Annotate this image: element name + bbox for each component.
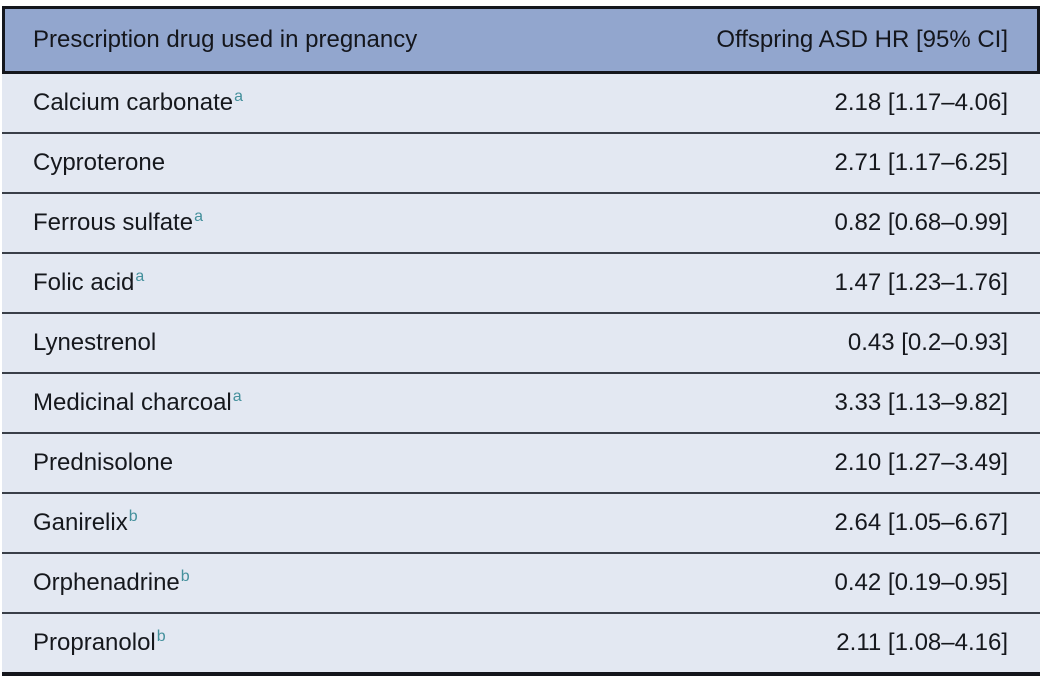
table-row: Folic acida 1.47 [1.23–1.76] (2, 254, 1040, 314)
drug-name-cell: Orphenadrineb (2, 569, 835, 597)
table-row: Medicinal charcoala 3.33 [1.13–9.82] (2, 374, 1040, 434)
hr-ci-value: 2.71 [1.17–6.25] (834, 149, 1008, 176)
table-row: Ganirelixb 2.64 [1.05–6.67] (2, 494, 1040, 554)
footnote-marker: a (234, 88, 244, 105)
footnote-marker: a (135, 268, 145, 285)
hr-ci-value: 1.47 [1.23–1.76] (834, 269, 1008, 296)
hr-ci-value: 2.18 [1.17–4.06] (834, 89, 1008, 116)
hr-ci-value: 0.82 [0.68–0.99] (834, 209, 1008, 236)
table-row: Propranololb 2.11 [1.08–4.16] (2, 614, 1040, 676)
drug-name-cell: Ferrous sulfatea (2, 209, 835, 237)
table-row: Lynestrenol 0.43 [0.2–0.93] (2, 314, 1040, 374)
table-row: Prednisolone 2.10 [1.27–3.49] (2, 434, 1040, 494)
table-row: Cyproterone 2.71 [1.17–6.25] (2, 134, 1040, 194)
hr-ci-value: 2.10 [1.27–3.49] (834, 449, 1008, 476)
hr-ci-value: 2.11 [1.08–4.16] (836, 629, 1008, 656)
table-header-row: Prescription drug used in pregnancy Offs… (2, 6, 1040, 74)
drug-name-cell: Propranololb (2, 629, 836, 657)
drug-name-cell: Lynestrenol (2, 329, 848, 357)
hr-ci-value: 2.64 [1.05–6.67] (834, 509, 1008, 536)
header-value-column: Offspring ASD HR [95% CI] (716, 26, 1008, 53)
drug-name: Orphenadrine (33, 569, 180, 596)
drug-name: Prednisolone (33, 449, 174, 476)
drug-name: Propranolol (33, 629, 156, 656)
drug-name: Ganirelix (33, 509, 128, 536)
footnote-marker: b (156, 628, 166, 645)
drug-name: Calcium carbonate (33, 89, 234, 116)
footnote-marker: b (180, 568, 190, 585)
drug-name-cell: Calcium carbonatea (2, 89, 835, 117)
drug-name: Cyproterone (33, 149, 166, 176)
drug-name: Ferrous sulfate (33, 209, 194, 236)
prescription-drug-asd-table: Prescription drug used in pregnancy Offs… (2, 6, 1040, 676)
hr-ci-value: 0.43 [0.2–0.93] (847, 329, 1008, 356)
drug-name-cell: Ganirelixb (2, 509, 835, 537)
drug-name-cell: Medicinal charcoala (2, 389, 835, 417)
hr-ci-value: 0.42 [0.19–0.95] (834, 569, 1008, 596)
drug-name-cell: Prednisolone (2, 449, 835, 477)
footnote-marker: a (232, 388, 242, 405)
drug-name-cell: Folic acida (2, 269, 835, 297)
table-row: Ferrous sulfatea 0.82 [0.68–0.99] (2, 194, 1040, 254)
drug-name: Folic acid (33, 269, 135, 296)
drug-name-cell: Cyproterone (2, 149, 835, 177)
hr-ci-value: 3.33 [1.13–9.82] (834, 389, 1008, 416)
table-row: Orphenadrineb 0.42 [0.19–0.95] (2, 554, 1040, 614)
drug-name: Medicinal charcoal (33, 389, 232, 416)
drug-name: Lynestrenol (33, 329, 157, 356)
table-row: Calcium carbonatea 2.18 [1.17–4.06] (2, 74, 1040, 134)
footnote-marker: b (128, 508, 138, 525)
footnote-marker: a (194, 208, 203, 225)
header-drug-column: Prescription drug used in pregnancy (33, 26, 418, 53)
